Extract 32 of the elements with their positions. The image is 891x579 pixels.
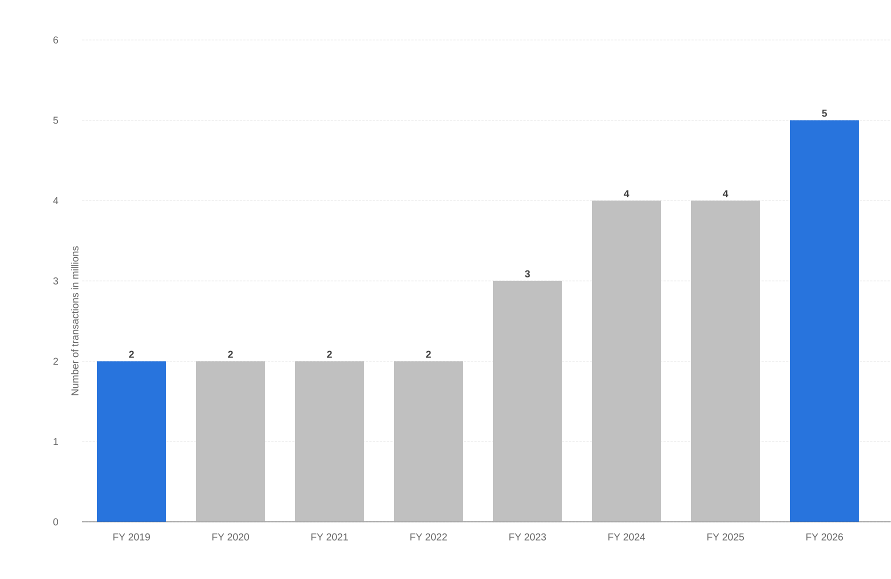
x-tick-label: FY 2025 <box>707 533 744 541</box>
data-label: 4 <box>722 190 728 198</box>
bar <box>294 361 364 522</box>
x-tick-label: FY 2022 <box>410 533 447 541</box>
x-tick-label: FY 2023 <box>509 533 546 541</box>
bar <box>592 200 661 522</box>
y-tick-label: 6 <box>53 36 58 44</box>
y-tick-label: 4 <box>53 197 58 204</box>
data-label: 2 <box>327 350 332 358</box>
bar <box>196 361 265 522</box>
bar <box>690 200 760 522</box>
data-label: 3 <box>524 270 530 278</box>
y-tick-label: 3 <box>53 277 58 285</box>
x-tick-label: FY 2026 <box>806 533 843 541</box>
data-label: 2 <box>426 350 431 358</box>
x-tick-label: FY 2024 <box>608 533 646 541</box>
data-label: 5 <box>822 110 827 117</box>
y-tick-label: 5 <box>53 116 58 124</box>
data-label: 2 <box>228 350 233 358</box>
x-tick-label: FY 2021 <box>311 533 348 541</box>
bar <box>790 120 859 522</box>
bar <box>492 280 562 522</box>
y-tick-label: 0 <box>53 518 58 526</box>
y-tick-label: 1 <box>54 438 58 446</box>
data-label: 2 <box>129 350 134 358</box>
y-axis-title: Number of transactions in millions <box>71 246 78 396</box>
data-label: 4 <box>624 190 630 198</box>
y-tick-label: 2 <box>53 358 58 365</box>
x-tick-label: FY 2019 <box>113 533 150 541</box>
bar <box>97 361 166 522</box>
x-tick-label: FY 2020 <box>212 533 249 541</box>
bar <box>394 361 463 522</box>
